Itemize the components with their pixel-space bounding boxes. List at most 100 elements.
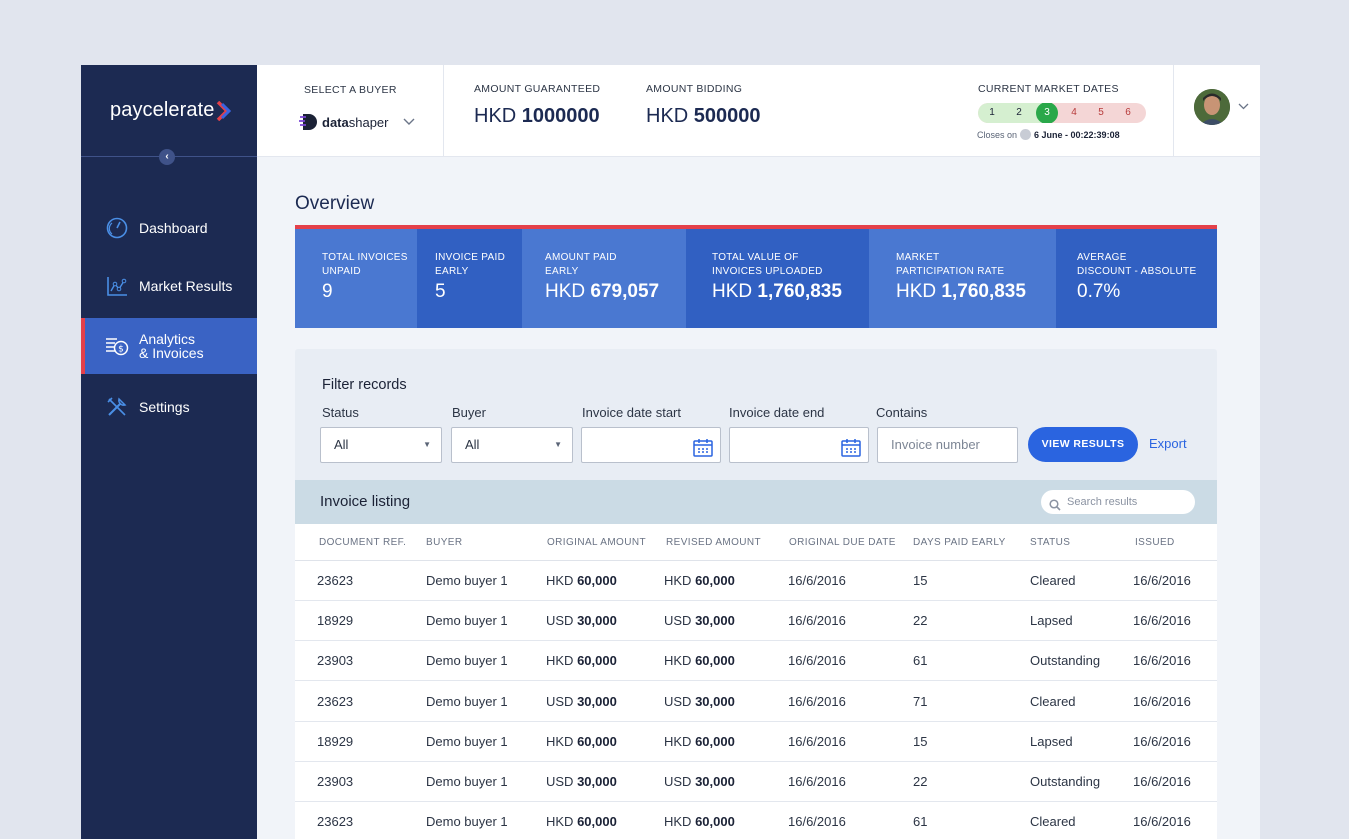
market-date-6[interactable]: 6 xyxy=(1125,107,1131,118)
column-header[interactable]: ISSUED xyxy=(1135,537,1175,548)
sidebar-item-label: Settings xyxy=(139,399,190,415)
cell-ref: 23623 xyxy=(317,573,354,588)
date-start-field[interactable] xyxy=(581,427,721,463)
table-row[interactable]: 18929 Demo buyer 1 USD 30,000 USD 30,000 16/… xyxy=(295,601,1217,642)
market-date-4[interactable]: 4 xyxy=(1071,107,1077,118)
brand-chevron-icon xyxy=(216,100,232,121)
market-date-5[interactable]: 5 xyxy=(1098,107,1104,118)
column-header[interactable]: BUYER xyxy=(426,537,463,548)
cell-issued: 16/6/2016 xyxy=(1133,814,1191,830)
stat-value: HKD 1,760,835 xyxy=(896,281,1026,302)
market-date-current[interactable]: 3 xyxy=(1036,103,1058,123)
table-row[interactable]: 23623 Demo buyer 1 HKD 60,000 HKD 60,000 16/… xyxy=(295,561,1217,601)
cell-due: 16/6/2016 xyxy=(788,573,846,588)
calendar-icon[interactable] xyxy=(693,436,713,470)
column-header[interactable]: REVISED AMOUNT xyxy=(666,537,762,548)
cell-status: Lapsed xyxy=(1030,733,1073,749)
cell-currency: HKD xyxy=(546,733,574,749)
export-link[interactable]: Export xyxy=(1149,436,1187,451)
cell-rev_amt: USD 30,000 xyxy=(664,613,735,628)
calendar-icon[interactable] xyxy=(841,436,861,470)
amount-bidding-currency: HKD xyxy=(646,105,689,127)
invoice-listing-header: Invoice listing Search results xyxy=(295,480,1217,524)
cell-rev_amt: USD 30,000 xyxy=(664,774,735,789)
buyer-select-value: All xyxy=(465,437,480,452)
amount-guaranteed-value: 1000000 xyxy=(521,105,600,127)
sidebar-item-label-line2: & Invoices xyxy=(139,345,204,361)
buyer-select[interactable]: All ▼ xyxy=(451,427,573,463)
stat-amount-paid-early: AMOUNT PAID EARLY HKD 679,057 xyxy=(522,229,686,328)
sidebar-item-settings[interactable]: Settings xyxy=(81,379,257,435)
cell-ref: 23623 xyxy=(317,693,354,709)
view-results-button[interactable]: VIEW RESULTS xyxy=(1028,427,1138,462)
cell-status: Outstanding xyxy=(1030,774,1101,789)
column-header[interactable]: ORIGINAL AMOUNT xyxy=(547,537,646,548)
cell-rev_amt: HKD 60,000 xyxy=(664,573,735,588)
table-row[interactable]: 23623 Demo buyer 1 HKD 60,000 HKD 60,000 16/… xyxy=(295,802,1217,839)
cell-rev_amt: HKD 60,000 xyxy=(664,734,735,749)
contains-input[interactable]: Invoice number xyxy=(877,427,1018,463)
sidebar-collapse-button[interactable]: ‹ xyxy=(159,149,175,165)
line-chart-icon xyxy=(105,274,129,298)
cell-amount: 30,000 xyxy=(577,774,617,789)
avatar[interactable] xyxy=(1194,89,1230,125)
buyer-select[interactable]: data shaper xyxy=(299,113,388,131)
cell-buyer: Demo buyer 1 xyxy=(426,613,508,629)
stat-label: TOTAL VALUE OF INVOICES UPLOADED xyxy=(712,252,823,277)
cell-issued: 16/6/2016 xyxy=(1133,653,1191,669)
status-select[interactable]: All ▼ xyxy=(320,427,442,463)
cell-amount: 60,000 xyxy=(695,573,735,588)
stat-average-discount: AVERAGE DISCOUNT - ABSOLUTE 0.7% xyxy=(1056,229,1217,328)
search-input[interactable]: Search results xyxy=(1041,490,1195,514)
date-end-field[interactable] xyxy=(729,427,869,463)
status-label: Status xyxy=(322,405,359,420)
column-header[interactable]: DOCUMENT REF. xyxy=(319,537,407,548)
table-row[interactable]: 18929 Demo buyer 1 HKD 60,000 HKD 60,000 16/… xyxy=(295,722,1217,762)
cell-days: 15 xyxy=(913,573,928,588)
cell-buyer: Demo buyer 1 xyxy=(426,693,508,709)
column-header[interactable]: STATUS xyxy=(1030,537,1071,548)
market-date-1[interactable]: 1 xyxy=(989,107,995,118)
chevron-down-icon[interactable] xyxy=(1238,101,1249,113)
tools-icon xyxy=(105,395,129,419)
stat-value: HKD 679,057 xyxy=(545,281,660,302)
cell-status: Outstanding xyxy=(1030,653,1101,669)
stat-value: 5 xyxy=(435,281,446,302)
contains-label: Contains xyxy=(876,405,928,420)
cell-buyer: Demo buyer 1 xyxy=(426,774,508,789)
market-date-2[interactable]: 2 xyxy=(1016,107,1022,118)
caret-down-icon: ▼ xyxy=(554,440,562,449)
table-row[interactable]: 23903 Demo buyer 1 HKD 60,000 HKD 60,000 16/… xyxy=(295,641,1217,682)
cell-currency: HKD xyxy=(546,653,574,669)
cell-currency: HKD xyxy=(664,653,692,669)
cell-amount: 60,000 xyxy=(695,814,735,830)
amount-bidding-value: 500000 xyxy=(693,105,761,127)
stat-market-participation-rate: MARKET PARTICIPATION RATE HKD 1,760,835 xyxy=(869,229,1056,328)
topbar-divider xyxy=(1173,65,1174,157)
amount-guaranteed-currency: HKD xyxy=(474,105,517,127)
cell-ref: 23623 xyxy=(317,814,354,830)
column-header[interactable]: DAYS PAID EARLY xyxy=(913,537,1006,548)
cell-buyer: Demo buyer 1 xyxy=(426,814,508,830)
sidebar-item-market-results[interactable]: Market Results xyxy=(81,258,257,314)
cell-issued: 16/6/2016 xyxy=(1133,613,1191,629)
cell-amount: 30,000 xyxy=(695,613,735,629)
chevron-down-icon[interactable] xyxy=(403,115,415,129)
table-row[interactable]: 23623 Demo buyer 1 USD 30,000 USD 30,000 16/… xyxy=(295,682,1217,722)
brand-logo[interactable]: paycelerate xyxy=(110,99,232,122)
cell-amount: 60,000 xyxy=(577,814,617,830)
sidebar-item-dashboard[interactable]: Dashboard xyxy=(81,200,257,256)
date-start-label: Invoice date start xyxy=(582,405,681,420)
table-row[interactable]: 23903 Demo buyer 1 USD 30,000 USD 30,000 16/… xyxy=(295,762,1217,802)
cell-days: 61 xyxy=(913,653,928,669)
column-header[interactable]: ORIGINAL DUE DATE xyxy=(789,537,896,548)
overview-stats: TOTAL INVOICES UNPAID 9 INVOICE PAID EARLY… xyxy=(295,225,1217,328)
cell-orig_amt: HKD 60,000 xyxy=(546,573,617,588)
cell-amount: 60,000 xyxy=(577,733,617,749)
cell-currency: USD xyxy=(664,693,692,709)
cell-status: Lapsed xyxy=(1030,613,1073,629)
sidebar-item-analytics-invoices[interactable]: $ Analytics & Invoices xyxy=(81,318,257,374)
cell-currency: USD xyxy=(546,613,574,629)
cell-orig_amt: USD 30,000 xyxy=(546,694,617,709)
stat-label: AVERAGE DISCOUNT - ABSOLUTE xyxy=(1077,252,1197,277)
